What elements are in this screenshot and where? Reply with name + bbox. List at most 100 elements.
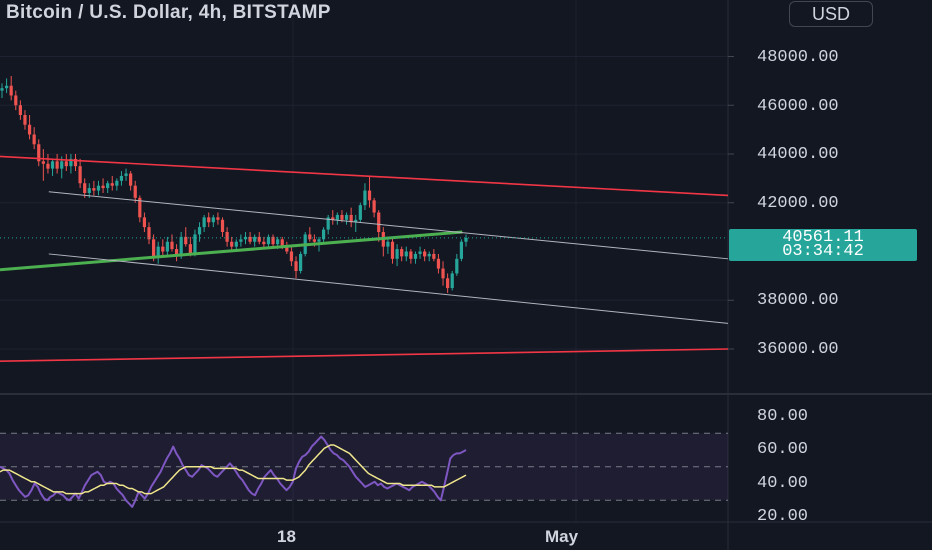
candle-body bbox=[317, 239, 321, 242]
candle-body bbox=[358, 205, 362, 220]
candle-body bbox=[197, 227, 202, 235]
price-tick: 42000.00 bbox=[757, 194, 839, 213]
candle-body bbox=[262, 241, 266, 245]
candle-body bbox=[234, 241, 238, 247]
rsi-line bbox=[0, 435, 467, 508]
rsi-tick: 80.00 bbox=[757, 407, 809, 426]
candle-body bbox=[432, 253, 436, 259]
trend-line bbox=[48, 253, 729, 324]
candle-body bbox=[193, 234, 197, 254]
candle-body bbox=[276, 239, 280, 245]
candle-body bbox=[69, 158, 73, 167]
price-tick: 46000.00 bbox=[757, 97, 839, 116]
candle-body bbox=[170, 241, 174, 250]
candle-body bbox=[96, 185, 101, 191]
candle-body bbox=[285, 246, 289, 252]
candle-body bbox=[418, 251, 422, 254]
candle-body bbox=[138, 197, 142, 218]
rsi-tick: 40.00 bbox=[757, 474, 809, 493]
candle-body bbox=[55, 161, 59, 169]
candle-body bbox=[4, 85, 9, 89]
candle-body bbox=[266, 236, 271, 245]
candle-body bbox=[294, 261, 298, 271]
candle-body bbox=[23, 115, 27, 125]
candle-body bbox=[459, 241, 464, 259]
candle-body bbox=[409, 251, 413, 259]
candle-body bbox=[299, 253, 303, 271]
candle-body bbox=[400, 249, 404, 257]
price-tick: 48000.00 bbox=[757, 48, 839, 67]
candle-body bbox=[404, 251, 408, 257]
candle-body bbox=[184, 236, 188, 245]
price-tick: 38000.00 bbox=[757, 291, 839, 310]
candle-body bbox=[441, 268, 445, 279]
candle-body bbox=[216, 217, 220, 220]
candle-body bbox=[73, 158, 78, 167]
candle-body bbox=[349, 214, 353, 223]
candle-body bbox=[326, 217, 330, 230]
time-tick: 18 bbox=[277, 527, 296, 546]
trend-line bbox=[0, 348, 729, 362]
candle-body bbox=[211, 217, 215, 223]
candle-body bbox=[280, 239, 284, 247]
candle-body bbox=[450, 273, 454, 289]
currency-button[interactable]: USD bbox=[789, 1, 873, 27]
price-tick: 36000.00 bbox=[757, 340, 839, 359]
candle-body bbox=[60, 161, 64, 169]
candle-body bbox=[386, 241, 390, 247]
candle-body bbox=[340, 214, 344, 220]
candle-body bbox=[220, 219, 225, 232]
candle-body bbox=[464, 237, 468, 242]
price-tick: 44000.00 bbox=[757, 145, 839, 164]
candle-body bbox=[41, 161, 45, 164]
candle-body bbox=[179, 236, 183, 257]
candle-body bbox=[225, 232, 229, 242]
candle-body bbox=[0, 88, 4, 91]
candle-body bbox=[165, 241, 169, 252]
candle-body bbox=[133, 185, 137, 198]
last-price-value: 40561.11 bbox=[782, 228, 864, 247]
candle-body bbox=[377, 212, 381, 232]
candle-body bbox=[390, 241, 395, 259]
candle-body bbox=[110, 183, 114, 186]
rsi-band-background bbox=[0, 432, 728, 501]
candle-body bbox=[101, 185, 105, 189]
chart-overlay bbox=[728, 56, 734, 350]
candle-body bbox=[446, 278, 450, 289]
candle-body bbox=[253, 236, 257, 242]
candle-body bbox=[335, 214, 339, 220]
candle-body bbox=[331, 217, 335, 220]
candle-body bbox=[50, 161, 55, 169]
candle-body bbox=[92, 188, 96, 191]
candle-body bbox=[14, 95, 18, 106]
rsi-ma-line bbox=[0, 444, 467, 495]
candle-body bbox=[395, 249, 399, 259]
candle-body bbox=[78, 166, 82, 184]
candle-body bbox=[344, 214, 349, 220]
candle-body bbox=[129, 173, 133, 186]
candle-body bbox=[156, 246, 160, 257]
candle-body bbox=[271, 236, 275, 245]
candle-body bbox=[106, 183, 110, 189]
candle-body bbox=[151, 239, 156, 257]
candle-body bbox=[115, 180, 119, 186]
chart-title: Bitcoin / U.S. Dollar, 4h, BITSTAMP bbox=[6, 2, 331, 23]
candle-body bbox=[230, 241, 234, 247]
candle-body bbox=[427, 253, 431, 257]
candle-body bbox=[37, 144, 41, 162]
candle-body bbox=[321, 229, 326, 240]
candle-body bbox=[83, 183, 87, 193]
candle-body bbox=[46, 163, 50, 169]
candle-body bbox=[124, 173, 128, 176]
candle-body bbox=[423, 251, 427, 257]
candle-body bbox=[239, 239, 243, 242]
candle-body bbox=[161, 246, 165, 252]
rsi-tick: 60.00 bbox=[757, 440, 809, 459]
trend-line bbox=[48, 191, 729, 260]
trend-lines bbox=[0, 155, 729, 362]
rsi-pane bbox=[0, 435, 467, 508]
candle-body bbox=[372, 200, 376, 213]
candle-body bbox=[367, 190, 372, 201]
candle-body bbox=[354, 219, 358, 223]
